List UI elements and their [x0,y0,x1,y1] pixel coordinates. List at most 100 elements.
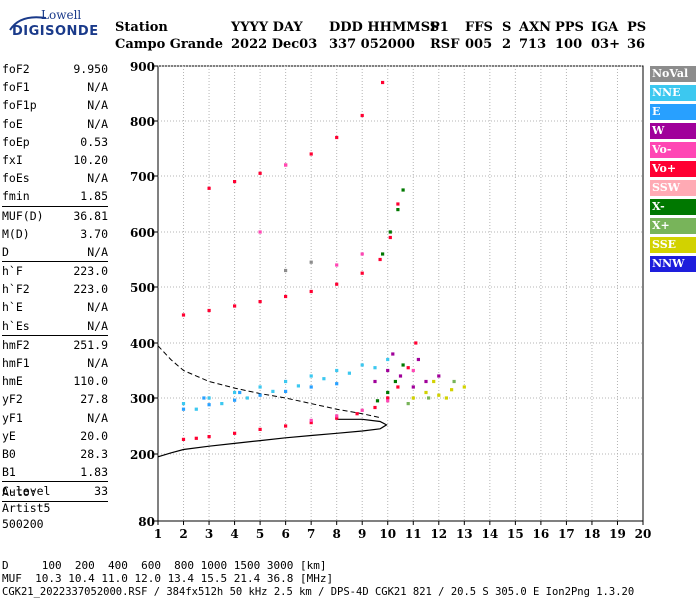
echo-point-nne [309,374,313,378]
hdr-label-axn: AXN [519,20,552,35]
hdr-value-s: 2 [502,37,512,52]
param-row-foep: foEp 0.53 [2,133,108,151]
x-tick-label: 11 [405,527,422,541]
echo-point-nne [220,402,224,406]
hdr-label-p1: P1 [430,20,449,35]
echo-point-sse [450,388,454,392]
echo-point-e [207,403,211,407]
param-row-fof1: foF1 N/A [2,78,108,96]
param-row-foe: foE N/A [2,115,108,133]
param-name: h`F2 [2,282,30,297]
param-value: 1.85 [80,189,108,204]
param-name: hmF2 [2,337,30,352]
param-row-b0: B0 28.3 [2,445,108,463]
echo-point-nne [360,363,364,367]
param-row-hes: h`Es N/A [2,317,108,335]
x-tick-label: 14 [481,527,498,541]
param-value: 10.20 [73,152,108,167]
echo-point-vo [284,424,288,428]
param-row-he: h`E N/A [2,298,108,316]
hdr-value-axn: 713 [519,37,547,52]
echo-point-vo [181,313,186,317]
echo-point-nne [233,390,237,395]
y-tick-label: 800 [130,115,155,129]
param-name: foF1 [2,80,30,95]
hdr-label-s: S [502,20,512,35]
footer-muf-row: MUF 10.3 10.4 11.0 12.0 13.4 15.5 21.4 3… [2,572,334,585]
x-tick-label: 20 [635,527,652,541]
echo-point-vo [258,300,262,304]
echo-point-vo [360,271,364,275]
echo-point-vo [335,263,339,267]
echo-point-vo [335,416,339,420]
param-name: B0 [2,446,16,461]
echo-point-vo [378,257,382,262]
echo-point-vo [373,405,377,410]
param-row-hme: hmE 110.0 [2,372,108,390]
echo-point-w [437,374,441,378]
param-value: N/A [87,300,108,315]
echo-point-x [427,396,431,400]
param-value: 36.81 [73,208,108,223]
legend-item-e: E [650,104,696,120]
param-name: hmF1 [2,356,30,370]
x-tick-label: 18 [584,527,601,541]
echo-point-sse [437,393,441,397]
echo-point-x [406,402,410,406]
x-tick-label: 10 [379,527,396,541]
echo-point-vo [386,399,390,403]
echo-point-e [335,382,339,386]
logo-swoosh-icon [9,16,47,31]
echo-point-w [424,379,428,384]
param-name: C-level [2,484,51,499]
echo-point-vo [360,408,364,412]
param-name: MUF(D) [2,208,44,223]
param-name: foF2 [2,62,30,76]
param-value: 28.3 [80,446,108,461]
param-row-hmf2: hmF2 251.9 [2,336,108,354]
param-row-hf2: h`F2 223.0 [2,280,108,298]
echo-point-vo [381,80,385,85]
auto-label: Auto: [2,485,37,499]
param-row-ye: yE 20.0 [2,427,108,445]
echo-point-vo [396,202,400,206]
echo-point-e [238,390,242,395]
plot-frame [157,65,644,522]
param-name: foF1p [2,98,37,113]
x-tick-label: 12 [430,527,447,541]
x-tick-label: 19 [609,527,626,541]
param-name: M(D) [2,226,30,241]
x-tick-label: 7 [307,527,315,541]
x-tick-label: 6 [281,527,289,541]
x-tick-label: 15 [507,527,524,541]
echo-point-sse [432,379,436,384]
param-value: N/A [87,98,108,113]
hdr-value-ps: 36 [627,37,646,52]
legend-item-nne: NNE [650,85,696,101]
param-value: N/A [87,116,108,131]
hdr-label-station: Station [115,20,168,35]
param-value: 223.0 [73,264,108,279]
param-name: h`Es [2,318,30,333]
y-tick-label: 80 [138,515,155,529]
echo-point-vo [335,282,339,286]
echo-point-vo [335,135,339,140]
param-row-foes: foEs N/A [2,169,108,187]
param-value: 110.0 [73,374,108,389]
echo-point-vo [258,427,262,431]
param-name: foE [2,116,23,131]
hdr-value-date: 2022 Dec03 [231,37,318,52]
legend-item-sse: SSE [650,237,696,253]
legend-item-w: W [650,123,696,139]
echo-point-w [411,385,415,389]
echo-point-x [386,390,390,395]
param-name: fmin [2,189,30,204]
lowell-digisonde-logo: Lowell DIGISONDE [8,8,108,44]
param-row-hf: h`F 223.0 [2,262,108,280]
x-tick-label: 16 [533,527,550,541]
param-value: 20.0 [80,428,108,443]
x-tick-label: 3 [205,527,213,541]
y-tick-label: 500 [130,281,155,295]
echo-point-vo [194,436,198,440]
param-separator [2,205,108,207]
